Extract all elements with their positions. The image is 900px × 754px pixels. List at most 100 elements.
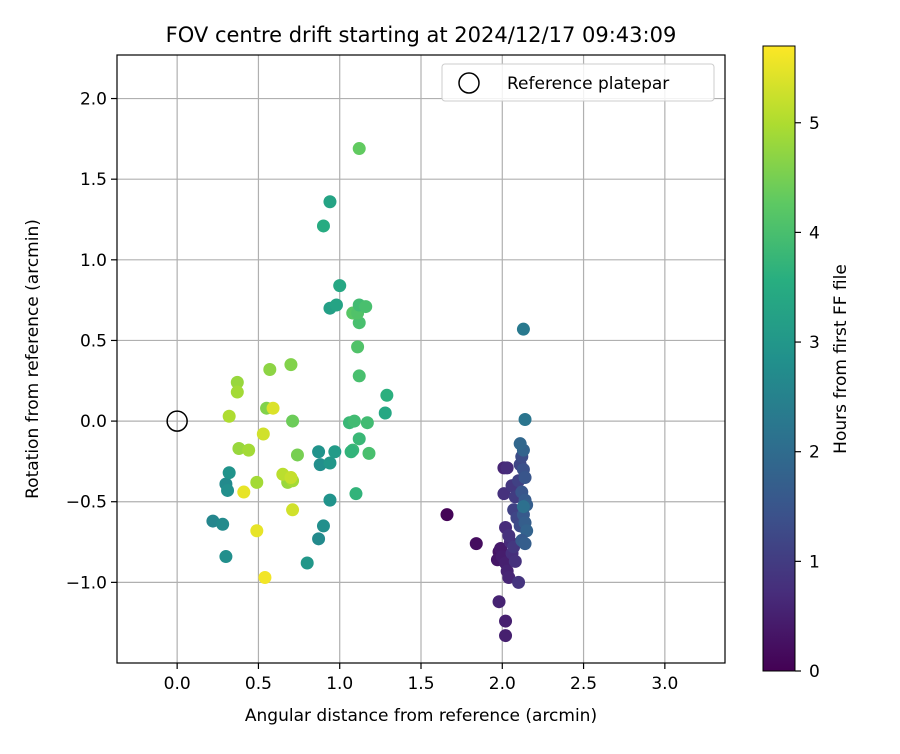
scatter-point xyxy=(323,493,337,507)
scatter-point xyxy=(206,514,220,528)
scatter-point xyxy=(378,406,392,420)
y-tick-label: 0.0 xyxy=(80,412,107,432)
scatter-point xyxy=(216,517,230,531)
scatter-point xyxy=(263,362,277,376)
colorbar-tick-label: 0 xyxy=(809,662,820,682)
scatter-points xyxy=(206,142,534,643)
x-axis-label: Angular distance from reference (arcmin) xyxy=(245,706,597,726)
x-tick-label: 2.0 xyxy=(489,674,516,694)
scatter-point xyxy=(230,375,244,389)
x-tick-label: 1.5 xyxy=(407,674,434,694)
scatter-point xyxy=(502,529,516,543)
scatter-point xyxy=(237,485,251,499)
x-tick-label: 0.5 xyxy=(245,674,272,694)
scatter-point xyxy=(222,409,236,423)
legend-box xyxy=(441,63,715,102)
scatter-point xyxy=(258,571,272,585)
scatter-point xyxy=(349,487,363,501)
scatter-point xyxy=(352,369,366,383)
scatter-point xyxy=(497,487,511,501)
scatter-point xyxy=(286,503,300,517)
scatter-point xyxy=(230,385,244,399)
x-tick-label: 1.0 xyxy=(326,674,353,694)
scatter-point xyxy=(518,471,532,485)
scatter-point xyxy=(502,571,516,585)
x-tick-label: 0.0 xyxy=(164,674,191,694)
scatter-point xyxy=(362,446,376,460)
colorbar-tick-label: 1 xyxy=(809,552,820,572)
reference-layer xyxy=(166,410,188,432)
colorbar: 0 1 2 3 4 5 Hours from first FF file xyxy=(762,45,851,682)
scatter-point xyxy=(329,298,343,312)
scatter-point xyxy=(312,532,326,546)
scatter-point xyxy=(499,614,513,628)
scatter-point xyxy=(290,448,304,462)
scatter-point xyxy=(323,456,337,470)
scatter-point xyxy=(347,414,361,428)
scatter-point xyxy=(492,595,506,609)
legend: Reference platepar xyxy=(441,63,715,102)
scatter-point xyxy=(242,443,256,457)
scatter-point xyxy=(284,358,298,372)
scatter-point xyxy=(380,388,394,402)
scatter-point xyxy=(286,414,300,428)
scatter-point xyxy=(512,575,526,589)
scatter-point xyxy=(469,537,483,551)
scatter-point xyxy=(516,500,530,514)
scatter-point xyxy=(313,458,327,472)
colorbar-ticks: 0 1 2 3 4 5 xyxy=(795,114,820,682)
colorbar-tick-label: 5 xyxy=(809,114,820,134)
scatter-point xyxy=(352,142,366,156)
legend-label: Reference platepar xyxy=(507,74,669,94)
y-tick-label: 1.0 xyxy=(80,251,107,271)
scatter-point xyxy=(316,219,330,233)
scatter-point xyxy=(360,416,374,430)
grid-lines xyxy=(117,55,725,663)
scatter-point xyxy=(284,471,298,485)
scatter-point xyxy=(520,524,534,538)
scatter-point xyxy=(352,432,366,446)
scatter-point xyxy=(359,300,373,314)
colorbar-label: Hours from first FF file xyxy=(831,264,851,454)
scatter-point xyxy=(256,427,270,441)
scatter-point xyxy=(440,508,454,522)
y-tick-label: 1.5 xyxy=(80,170,107,190)
scatter-point xyxy=(232,442,246,456)
scatter-point xyxy=(351,340,365,354)
x-tick-label: 2.5 xyxy=(570,674,597,694)
scatter-point xyxy=(500,461,514,475)
scatter-point xyxy=(323,195,337,209)
scatter-point xyxy=(499,629,513,643)
scatter-point xyxy=(221,483,235,497)
colorbar-tick-label: 3 xyxy=(809,333,820,353)
legend-marker-icon xyxy=(458,72,480,94)
scatter-point xyxy=(300,556,314,570)
chart-title: FOV centre drift starting at 2024/12/17 … xyxy=(166,23,677,47)
y-tick-label: −0.5 xyxy=(66,493,107,513)
scatter-point xyxy=(513,437,527,451)
scatter-point xyxy=(518,537,532,551)
y-tick-label: −1.0 xyxy=(66,573,107,593)
scatter-point xyxy=(518,412,532,426)
scatter-point xyxy=(352,316,366,330)
scatter-point xyxy=(312,445,326,459)
y-tick-label: 2.0 xyxy=(80,90,107,110)
x-tick-label: 3.0 xyxy=(651,674,678,694)
reference-platepar-marker xyxy=(166,410,188,432)
colorbar-tick-label: 2 xyxy=(809,443,820,463)
scatter-point xyxy=(266,401,280,415)
scatter-point xyxy=(333,279,347,293)
scatter-point xyxy=(222,466,236,480)
scatter-point xyxy=(250,524,264,538)
scatter-point xyxy=(516,322,530,336)
scatter-point xyxy=(508,554,522,568)
scatter-point xyxy=(328,445,342,459)
y-tick-label: 0.5 xyxy=(80,331,107,351)
scatter-point xyxy=(316,519,330,533)
scatter-point xyxy=(344,445,358,459)
y-axis-ticks: −1.0 −0.5 0.0 0.5 1.0 1.5 2.0 xyxy=(66,90,117,593)
scatter-point xyxy=(219,550,233,564)
x-axis-ticks: 0.0 0.5 1.0 1.5 2.0 2.5 3.0 xyxy=(164,663,678,694)
